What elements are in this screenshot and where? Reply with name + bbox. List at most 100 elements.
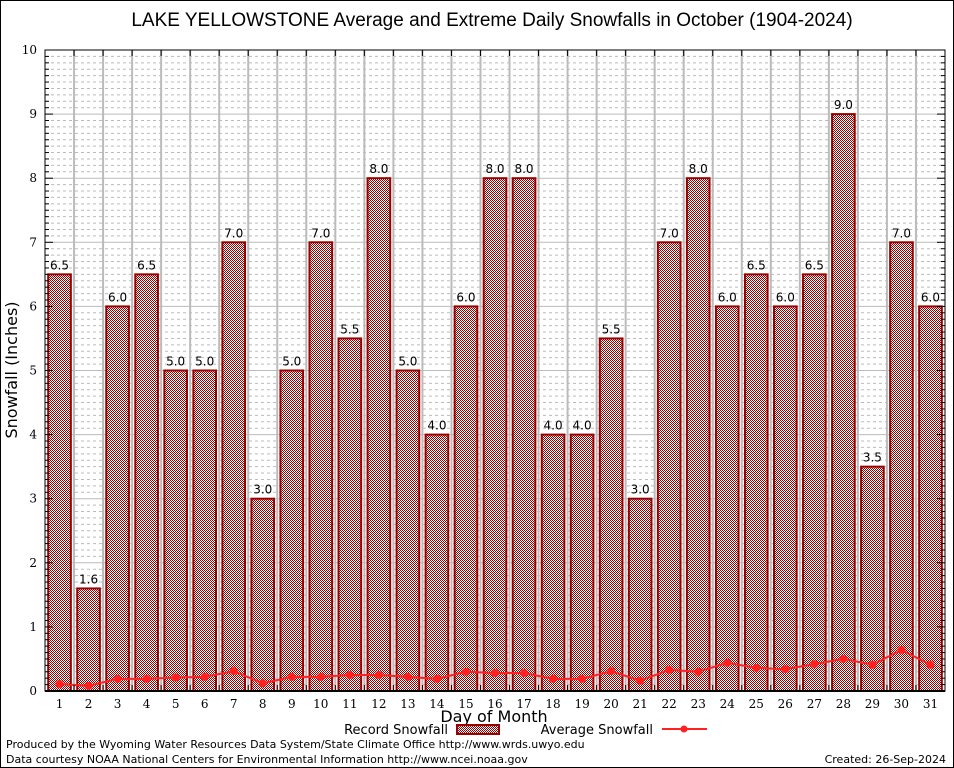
bar-record-day-21 xyxy=(627,497,653,693)
average-point-day-23 xyxy=(694,667,703,676)
average-point-day-8 xyxy=(258,679,267,688)
bar-record-day-15 xyxy=(453,305,479,692)
average-point-day-6 xyxy=(200,672,209,681)
average-point-day-27 xyxy=(810,660,819,669)
average-point-day-19 xyxy=(578,674,587,683)
bar-label-day-9: 5.0 xyxy=(282,355,301,369)
bar-record-day-7 xyxy=(221,241,247,693)
average-point-day-10 xyxy=(316,672,325,681)
bar-label-day-11: 5.5 xyxy=(340,322,359,336)
bar-label-day-23: 8.0 xyxy=(689,162,708,176)
legend-label-average: Average Snowfall xyxy=(541,723,653,738)
bar-label-day-26: 6.0 xyxy=(776,290,795,304)
axes xyxy=(44,49,946,692)
legend-marker-average xyxy=(680,725,688,733)
bar-record-day-25 xyxy=(743,273,769,692)
average-point-day-22 xyxy=(665,665,674,674)
x-tick-label: 22 xyxy=(662,697,677,711)
bar-record-day-6 xyxy=(192,369,218,692)
bar-label-day-29: 3.5 xyxy=(863,451,882,465)
x-tick-label: 19 xyxy=(574,697,589,711)
bar-record-day-30 xyxy=(889,241,914,693)
x-axis-label: Day of Month xyxy=(440,707,547,726)
y-tick-labels: 0 1 2 3 4 5 6 7 8 9 10 xyxy=(22,43,38,698)
bar-label-day-8: 3.0 xyxy=(253,483,272,497)
bar-label-day-25: 6.5 xyxy=(747,258,766,272)
average-point-day-24 xyxy=(723,658,732,667)
bar-labels: 6.5 1.6 6.0 6.5 5.0 5.0 7.0 3.0 5.0 7.0 5.5 8.0 5.0 4… xyxy=(50,98,940,586)
average-point-day-25 xyxy=(752,663,761,672)
footer-created: Created: 26-Sep-2024 xyxy=(825,753,946,766)
bar-label-day-17: 8.0 xyxy=(514,162,533,176)
bar-record-day-20 xyxy=(598,337,624,692)
average-point-day-1 xyxy=(55,679,64,688)
average-point-day-7 xyxy=(229,667,238,676)
bar-label-day-5: 5.0 xyxy=(166,355,185,369)
bar-record-day-5 xyxy=(163,369,188,692)
bar-label-day-3: 6.0 xyxy=(108,290,127,304)
x-tick-label: 8 xyxy=(259,697,267,711)
x-tick-label: 10 xyxy=(313,697,328,711)
x-tick-label: 7 xyxy=(230,697,238,711)
x-tick-label: 11 xyxy=(342,697,357,711)
average-point-day-29 xyxy=(868,660,877,669)
bar-label-day-6: 5.0 xyxy=(195,355,214,369)
y-tick-label: 4 xyxy=(29,428,37,442)
bar-record-day-23 xyxy=(685,177,711,692)
x-tick-label: 20 xyxy=(603,697,618,711)
average-point-day-4 xyxy=(142,674,151,683)
average-point-day-17 xyxy=(520,669,529,678)
y-tick-label: 3 xyxy=(29,492,37,506)
x-tick-label: 17 xyxy=(516,697,531,711)
x-tick-label: 13 xyxy=(400,697,415,711)
bar-label-day-20: 5.5 xyxy=(602,322,621,336)
y-tick-label: 6 xyxy=(29,299,37,313)
bar-record-day-4 xyxy=(134,273,159,692)
bar-label-day-24: 6.0 xyxy=(718,290,737,304)
bar-label-day-4: 6.5 xyxy=(137,258,156,272)
average-point-day-5 xyxy=(171,673,180,682)
footer-data-courtesy: Data courtesy NOAA National Centers for … xyxy=(6,753,528,766)
x-tick-label: 1 xyxy=(56,697,64,711)
bar-label-day-7: 7.0 xyxy=(224,226,243,240)
average-point-day-14 xyxy=(432,674,441,683)
legend-swatch-record xyxy=(456,724,500,735)
y-tick-label: 1 xyxy=(29,620,37,634)
bar-label-day-30: 7.0 xyxy=(892,226,911,240)
bar-label-day-27: 6.5 xyxy=(805,258,824,272)
average-point-day-18 xyxy=(549,674,558,683)
x-tick-label: 23 xyxy=(691,697,706,711)
average-point-day-3 xyxy=(113,674,122,683)
x-tick-label: 31 xyxy=(923,697,938,711)
x-tick-label: 30 xyxy=(894,697,909,711)
footer-produced-by: Produced by the Wyoming Water Resources … xyxy=(6,738,585,751)
bar-record-day-11 xyxy=(337,337,363,692)
bar-record-day-3 xyxy=(105,305,130,692)
bar-label-day-28: 9.0 xyxy=(834,98,853,112)
x-tick-label: 29 xyxy=(865,697,880,711)
x-tick-label: 26 xyxy=(778,697,793,711)
average-point-day-26 xyxy=(781,665,790,674)
bar-label-day-1: 6.5 xyxy=(50,258,69,272)
y-axis-label: Snowfall (Inches) xyxy=(2,301,21,438)
x-tick-label: 5 xyxy=(172,697,180,711)
average-line xyxy=(55,645,935,690)
bar-record-day-8 xyxy=(250,497,276,693)
bar-label-day-19: 4.0 xyxy=(573,419,592,433)
y-tick-label: 9 xyxy=(29,107,37,121)
y-tick-label: 2 xyxy=(29,556,37,570)
average-point-day-9 xyxy=(287,672,296,681)
bar-record-day-1 xyxy=(47,273,72,692)
bar-label-day-13: 5.0 xyxy=(398,355,417,369)
bar-label-day-31: 6.0 xyxy=(921,290,940,304)
average-point-day-20 xyxy=(607,667,616,676)
x-tick-label: 21 xyxy=(633,697,648,711)
bar-record-day-18 xyxy=(540,433,566,692)
bar-label-day-18: 4.0 xyxy=(544,419,563,433)
bar-label-day-15: 6.0 xyxy=(456,290,475,304)
bar-label-day-2: 1.6 xyxy=(79,572,98,586)
x-tick-label: 9 xyxy=(288,697,296,711)
bar-label-day-16: 8.0 xyxy=(485,162,504,176)
bar-record-day-12 xyxy=(366,177,392,692)
bar-record-day-24 xyxy=(714,305,740,692)
